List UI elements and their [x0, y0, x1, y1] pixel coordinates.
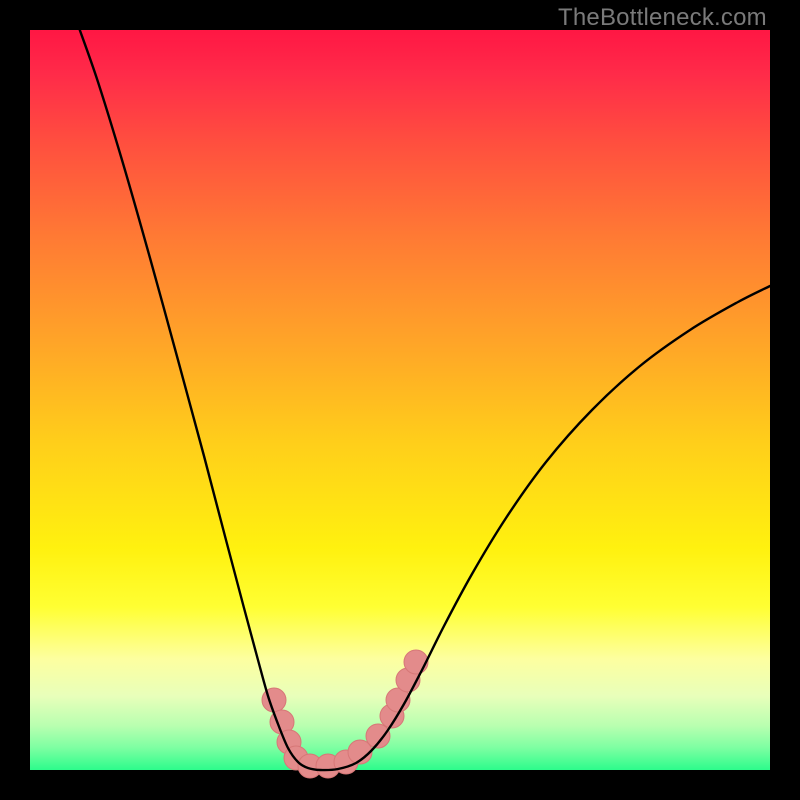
chart-gradient-background — [30, 30, 770, 770]
watermark-text: TheBottleneck.com — [558, 4, 767, 32]
